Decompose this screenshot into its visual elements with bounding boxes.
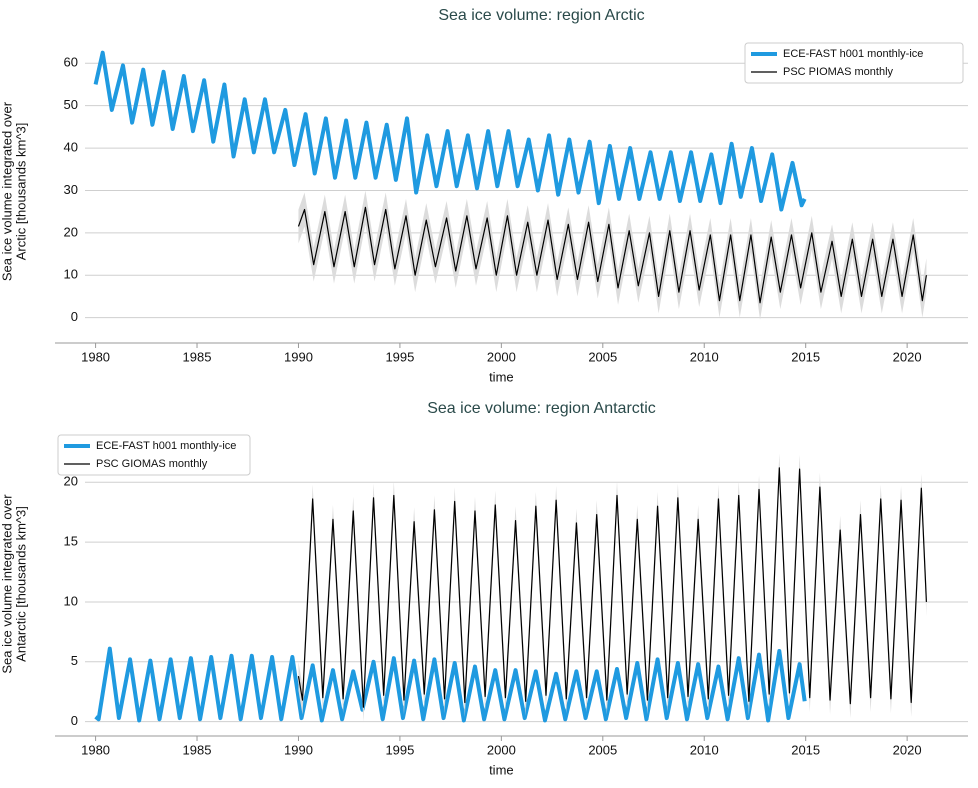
series-line [297,467,928,708]
series-line [297,206,928,304]
y-tick-label: 15 [64,534,78,549]
x-tick-label: 2020 [893,742,922,757]
series-line [94,646,807,723]
y-tick-label: 60 [64,55,78,70]
x-tick-label: 1995 [385,742,414,757]
legend-label: ECE-FAST h001 monthly-ice [96,440,236,452]
x-tick-label: 2010 [690,349,719,364]
x-tick-label: 2020 [893,349,922,364]
x-tick-label: 1995 [385,349,414,364]
legend-label: PSC PIOMAS monthly [783,66,894,78]
series-line [93,50,807,212]
x-tick-label: 1990 [284,742,313,757]
x-tick-label: 2000 [487,349,516,364]
x-tick-label: 1980 [81,349,110,364]
y-tick-label: 40 [64,140,78,155]
x-tick-label: 2015 [791,742,820,757]
y-tick-label: 5 [71,653,78,668]
x-tick-label: 2005 [588,349,617,364]
x-tick-label: 2005 [588,742,617,757]
y-tick-label: 30 [64,182,78,197]
legend-box [57,434,251,476]
y-tick-label: 0 [71,713,78,728]
y-axis-label: Sea ice volume integrated over [0,494,14,674]
y-tick-label: 20 [64,224,78,239]
legend: ECE-FAST h001 monthly-ice PSC GIOMAS mont… [57,434,251,476]
legend-label: ECE-FAST h001 monthly-ice [783,48,923,60]
y-tick-label: 0 [71,309,78,324]
legend: ECE-FAST h001 monthly-ice PSC PIOMAS mont… [744,42,964,84]
y-tick-label: 50 [64,97,78,112]
y-axis-label: Arctic [thousands km^3] [13,123,28,261]
legend-box [744,42,964,84]
x-tick-label: 1990 [284,349,313,364]
x-tick-label: 1985 [183,349,212,364]
chart-title: Sea ice volume: region Arctic [438,7,644,24]
x-axis-label: time [489,369,514,384]
y-axis-label: Antarctic [thousands km^3] [13,506,28,662]
x-tick-label: 1980 [81,742,110,757]
y-tick-label: 20 [64,474,78,489]
y-tick-label: 10 [64,267,78,282]
y-axis-label: Sea ice volume integrated over [0,101,14,281]
x-tick-label: 1985 [183,742,212,757]
uncertainty-band [298,190,927,320]
y-tick-label: 10 [64,593,78,608]
x-axis-label: time [489,762,514,777]
chart-title: Sea ice volume: region Antarctic [427,400,656,417]
x-tick-label: 2010 [690,742,719,757]
x-tick-label: 2015 [791,349,820,364]
x-tick-label: 2000 [487,742,516,757]
legend-label: PSC GIOMAS monthly [96,458,208,470]
